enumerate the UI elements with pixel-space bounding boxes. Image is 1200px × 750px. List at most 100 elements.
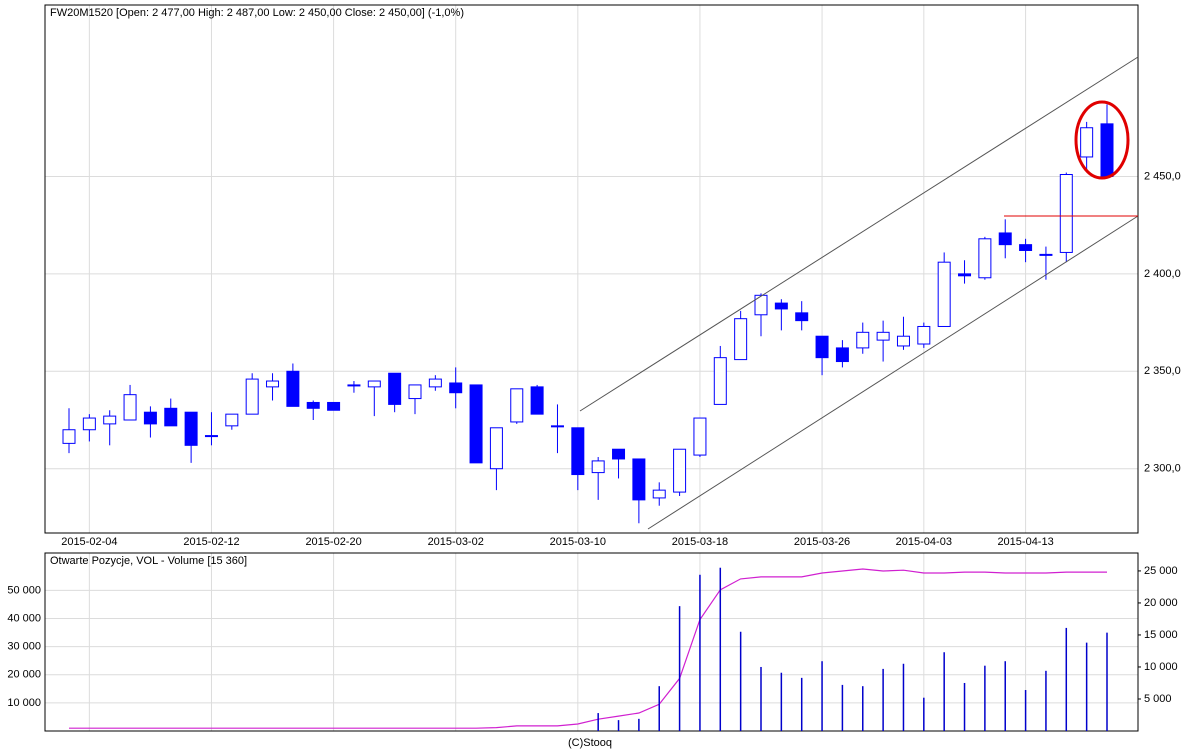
candle-up — [978, 238, 992, 279]
candle-down — [286, 370, 300, 407]
y-tick-label: 50 000 — [7, 584, 41, 596]
volume-bar — [597, 713, 599, 731]
x-tick-label: 2015-03-10 — [550, 536, 606, 548]
volume-bar — [923, 697, 925, 731]
highlight-ellipse — [1074, 100, 1130, 180]
candle-up — [408, 384, 422, 400]
volume-bar — [862, 686, 864, 731]
candle-down — [530, 386, 544, 415]
candle-up — [367, 380, 381, 388]
y-tick-label: 2 400,0 — [1144, 268, 1181, 280]
y-tick-label: 10 000 — [7, 697, 41, 709]
y2-tick-label: 5 000 — [1144, 693, 1172, 705]
candle-down — [184, 411, 198, 446]
x-tick-label: 2015-04-13 — [997, 536, 1053, 548]
candle-up — [693, 417, 707, 456]
candle-up — [652, 489, 666, 499]
chart-title: FW20M1520 [Open: 2 477,00 High: 2 487,00… — [50, 7, 464, 19]
candle-up — [103, 415, 117, 425]
volume-bar — [658, 686, 660, 731]
y-tick-label: 2 450,0 — [1144, 170, 1181, 182]
x-tick-label: 2015-03-26 — [794, 536, 850, 548]
x-tick-label: 2015-02-12 — [183, 536, 239, 548]
candle-up — [896, 335, 910, 347]
volume-bar — [1085, 642, 1088, 731]
volume-bar — [882, 668, 884, 731]
y-tick-label: 40 000 — [7, 612, 41, 624]
candle-down — [1019, 244, 1033, 251]
candle-down — [1100, 123, 1114, 177]
candle-down — [449, 382, 463, 394]
y-tick-label: 2 300,0 — [1144, 463, 1181, 475]
candle-up — [489, 427, 503, 470]
volume-bar — [902, 663, 905, 731]
candle-up — [123, 394, 137, 421]
volume-bar — [719, 567, 722, 731]
candle-up — [266, 380, 280, 388]
candle-down — [143, 411, 157, 425]
open-interest-line — [69, 568, 1107, 729]
volume-bar — [841, 684, 844, 731]
candle-down — [795, 312, 809, 322]
channel-upper — [579, 56, 1139, 412]
channel-lower — [647, 215, 1139, 530]
candle-up — [1039, 253, 1053, 256]
candle-up — [347, 384, 361, 387]
y-tick-label: 20 000 — [7, 669, 41, 681]
candle-up — [245, 378, 259, 415]
candle-down — [469, 384, 483, 464]
candle-up — [937, 261, 951, 327]
price-panel-frame — [44, 4, 1139, 534]
volume-bar — [739, 631, 742, 731]
candle-down — [306, 401, 320, 409]
panel-title: Otwarte Pozycje, VOL - Volume [15 360] — [50, 555, 247, 567]
candle-up — [204, 435, 218, 438]
candle-down — [815, 335, 829, 359]
candle-up — [734, 318, 748, 361]
candle-down — [774, 302, 788, 310]
candle-up — [1080, 127, 1094, 158]
y2-tick-label: 15 000 — [1144, 629, 1178, 641]
x-tick-label: 2015-03-18 — [672, 536, 728, 548]
x-tick-label: 2015-03-02 — [428, 536, 484, 548]
candle-down — [612, 448, 626, 460]
volume-bar — [963, 682, 966, 731]
candle-down — [958, 273, 972, 277]
volume-bar — [1004, 661, 1006, 731]
candle-up — [713, 357, 727, 405]
candle-up — [591, 460, 605, 474]
candle-down — [632, 458, 646, 501]
candle-up — [428, 378, 442, 388]
candle-up — [917, 325, 931, 345]
candle-down — [164, 407, 178, 427]
y2-tick-label: 20 000 — [1144, 597, 1178, 609]
volume-bar — [678, 606, 681, 731]
volume-bar — [984, 665, 986, 731]
volume-bar — [617, 720, 620, 731]
candle-up — [510, 388, 524, 423]
candle-up — [225, 413, 239, 427]
candle-up — [673, 448, 687, 493]
volume-bar — [699, 574, 701, 731]
candle-down — [327, 401, 341, 411]
candle-down — [388, 372, 402, 405]
y2-tick-label: 25 000 — [1144, 565, 1178, 577]
volume-bar — [800, 677, 803, 731]
x-tick-label: 2015-02-04 — [61, 536, 117, 548]
y-tick-label: 30 000 — [7, 641, 41, 653]
volume-bar — [760, 666, 762, 731]
candle-up — [550, 425, 564, 428]
y-tick-label: 2 350,0 — [1144, 365, 1181, 377]
volume-bar — [780, 672, 783, 731]
volume-bar — [943, 652, 945, 731]
candle-up — [1059, 174, 1073, 253]
candle-up — [876, 331, 890, 341]
y2-tick-label: 10 000 — [1144, 661, 1178, 673]
candle-up — [754, 294, 768, 316]
x-tick-label: 2015-04-03 — [896, 536, 952, 548]
candle-up — [82, 417, 96, 431]
marks-layer: 2 300,0 2 350,0 2 400,0 2 450,0 2015-02-04 20… — [7, 104, 1181, 731]
candle-down — [998, 232, 1012, 246]
